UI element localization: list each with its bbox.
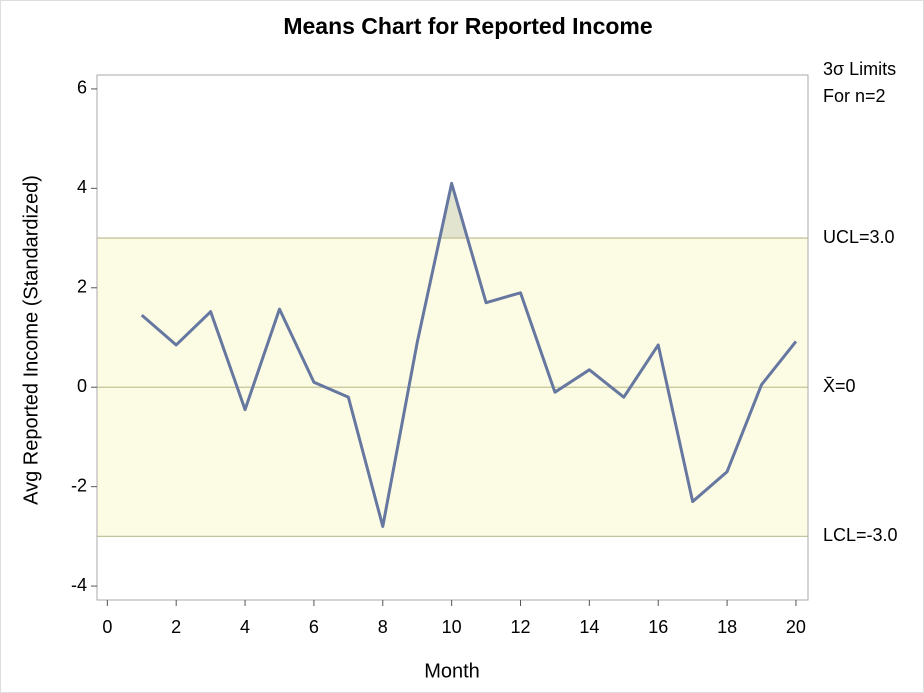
y-tick-label: 0 [77,376,87,396]
exceedance-area [439,183,468,239]
x-tick-label: 4 [240,617,250,637]
x-tick-label: 10 [442,617,462,637]
data-line [140,181,798,528]
limit-label: UCL=3.0 [823,227,895,247]
limit-label: LCL=-3.0 [823,525,898,545]
plot-frame [96,74,809,601]
chart-title: Means Chart for Reported Income [283,13,652,39]
x-tick-label: 2 [171,617,181,637]
y-tick-label: 6 [77,78,87,98]
y-tick-label: 2 [77,277,87,297]
x-tick-label: 18 [717,617,737,637]
x-tick-label: 16 [648,617,668,637]
y-tick-label: 4 [77,177,87,197]
x-tick-label: 0 [102,617,112,637]
x-tick-label: 8 [378,617,388,637]
x-tick-label: 12 [510,617,530,637]
y-tick-label: -4 [71,575,87,595]
x-tick-label: 6 [309,617,319,637]
x-tick-label: 20 [786,617,806,637]
annotation: 3σ Limits [823,59,896,79]
x-axis-label: Month [424,660,480,682]
annotation: For n=2 [823,86,886,106]
x-tick-label: 14 [579,617,599,637]
y-tick-label: -2 [71,475,87,495]
y-axis-label: Avg Reported Income (Standardized) [20,175,42,505]
limit-label: X̄=0 [823,376,856,396]
